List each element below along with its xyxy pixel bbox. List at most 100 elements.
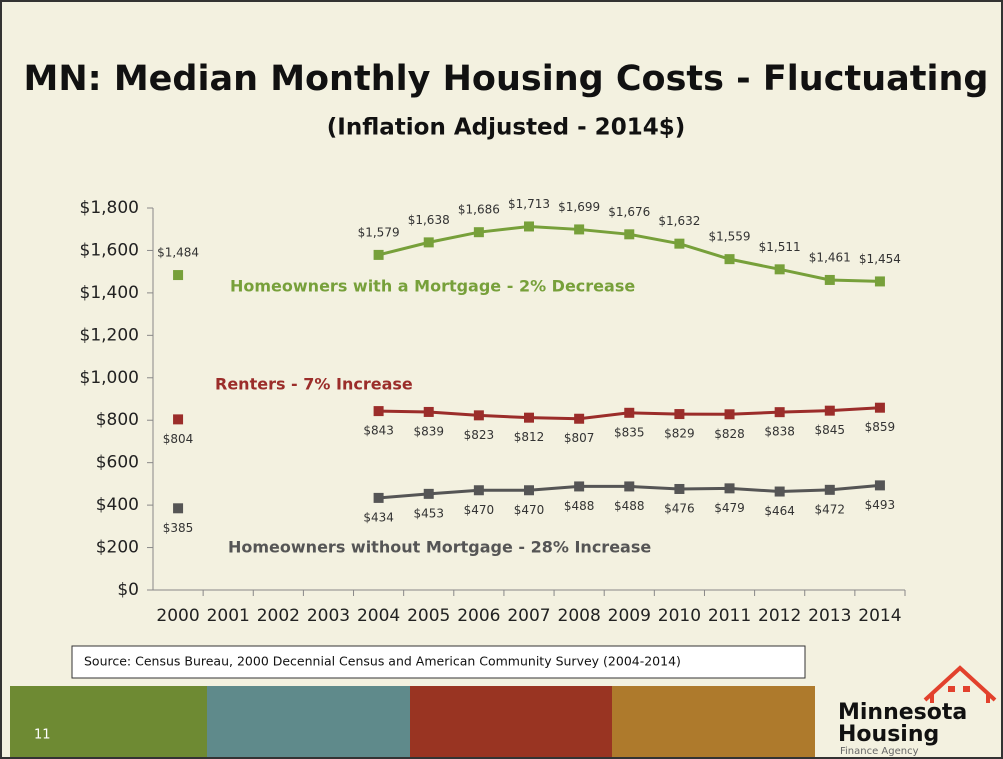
data-label: $1,676 (608, 205, 650, 219)
x-tick-label: 2008 (558, 606, 601, 626)
data-label: $1,461 (809, 250, 851, 264)
data-label: $1,713 (508, 197, 550, 211)
logo-window (948, 686, 955, 692)
point (624, 229, 635, 240)
x-tick-label: 2004 (357, 606, 400, 626)
data-label: $812 (514, 430, 545, 444)
band (612, 686, 815, 757)
y-tick-label: $600 (96, 453, 139, 473)
band (410, 686, 612, 757)
data-label: $829 (664, 427, 695, 441)
point (874, 480, 885, 491)
data-label: $828 (714, 427, 745, 441)
x-tick-label: 2002 (257, 606, 300, 626)
data-label: $1,484 (157, 246, 199, 260)
point (373, 492, 384, 503)
logo-house (923, 665, 997, 703)
series-label: Homeowners without Mortgage - 28% Increa… (228, 538, 651, 557)
data-label: $1,511 (759, 240, 801, 254)
point (574, 481, 585, 492)
x-tick-label: 2009 (608, 606, 651, 626)
y-tick-label: $1,400 (80, 283, 139, 303)
data-label: $472 (815, 502, 846, 516)
data-label: $464 (764, 504, 795, 518)
data-label: $385 (163, 521, 194, 535)
x-tick-label: 2001 (207, 606, 250, 626)
data-label: $1,699 (558, 200, 600, 214)
point (824, 274, 835, 285)
data-label: $493 (865, 498, 896, 512)
point (423, 488, 434, 499)
x-tick-label: 2012 (758, 606, 801, 626)
point (574, 413, 585, 424)
data-label: $823 (464, 428, 495, 442)
y-tick-label: $400 (96, 495, 139, 515)
point (724, 483, 735, 494)
point (574, 224, 585, 235)
point (674, 483, 685, 494)
source: Source: Census Bureau, 2000 Decennial Ce… (84, 654, 681, 669)
data-label: $434 (363, 510, 394, 524)
data-label: $845 (815, 423, 846, 437)
point (874, 402, 885, 413)
series-label: Homeowners with a Mortgage - 2% Decrease (230, 277, 635, 296)
logo-text: Minnesota (838, 700, 967, 725)
point (824, 484, 835, 495)
point (473, 227, 484, 238)
x-tick-label: 2010 (658, 606, 701, 626)
point (674, 409, 685, 420)
data-label: $804 (163, 432, 194, 446)
data-label: $835 (614, 425, 645, 439)
point (423, 406, 434, 417)
data-label: $453 (413, 506, 444, 520)
y-tick-label: $1,600 (80, 240, 139, 260)
y-tick-label: $1,200 (80, 325, 139, 345)
logo-text: Housing (838, 722, 939, 747)
data-label: $1,686 (458, 203, 500, 217)
data-label: $1,454 (859, 252, 901, 266)
point (824, 405, 835, 416)
data-label: $807 (564, 431, 595, 445)
y-tick-label: $0 (117, 580, 139, 600)
chart-title: MN: Median Monthly Housing Costs - Fluct… (24, 59, 989, 99)
point (173, 503, 184, 514)
x-tick-label: 2000 (156, 606, 199, 626)
x-tick-label: 2011 (708, 606, 751, 626)
point (173, 270, 184, 281)
data-label: $479 (714, 501, 745, 515)
data-label: $859 (865, 420, 896, 434)
logo-text: Finance Agency (840, 746, 919, 757)
source-box (71, 645, 806, 679)
x-tick-label: 2014 (858, 606, 901, 626)
y-tick-label: $1,800 (80, 198, 139, 218)
y-tick-label: $1,000 (80, 368, 139, 388)
chart-subtitle: (Inflation Adjusted - 2014$) (327, 115, 685, 141)
data-label: $838 (764, 425, 795, 439)
point (373, 249, 384, 260)
data-label: $476 (664, 501, 695, 515)
data-label: $839 (413, 424, 444, 438)
band (10, 686, 207, 757)
point (724, 254, 735, 265)
x-tick-label: 2006 (457, 606, 500, 626)
data-label: $488 (614, 499, 645, 513)
point (774, 407, 785, 418)
data-label: $1,632 (658, 214, 700, 228)
point (423, 237, 434, 248)
data-label: $1,638 (408, 213, 450, 227)
series-label: Renters - 7% Increase (215, 375, 413, 394)
data-label: $843 (363, 424, 394, 438)
x-tick-label: 2013 (808, 606, 851, 626)
point (624, 407, 635, 418)
point (524, 485, 534, 496)
point (774, 264, 785, 275)
point (624, 481, 635, 492)
point (674, 238, 685, 249)
x-tick-label: 2005 (407, 606, 450, 626)
data-label: $1,559 (709, 230, 751, 244)
data-label: $470 (514, 503, 545, 517)
data-label: $470 (464, 503, 495, 517)
point (524, 221, 534, 232)
